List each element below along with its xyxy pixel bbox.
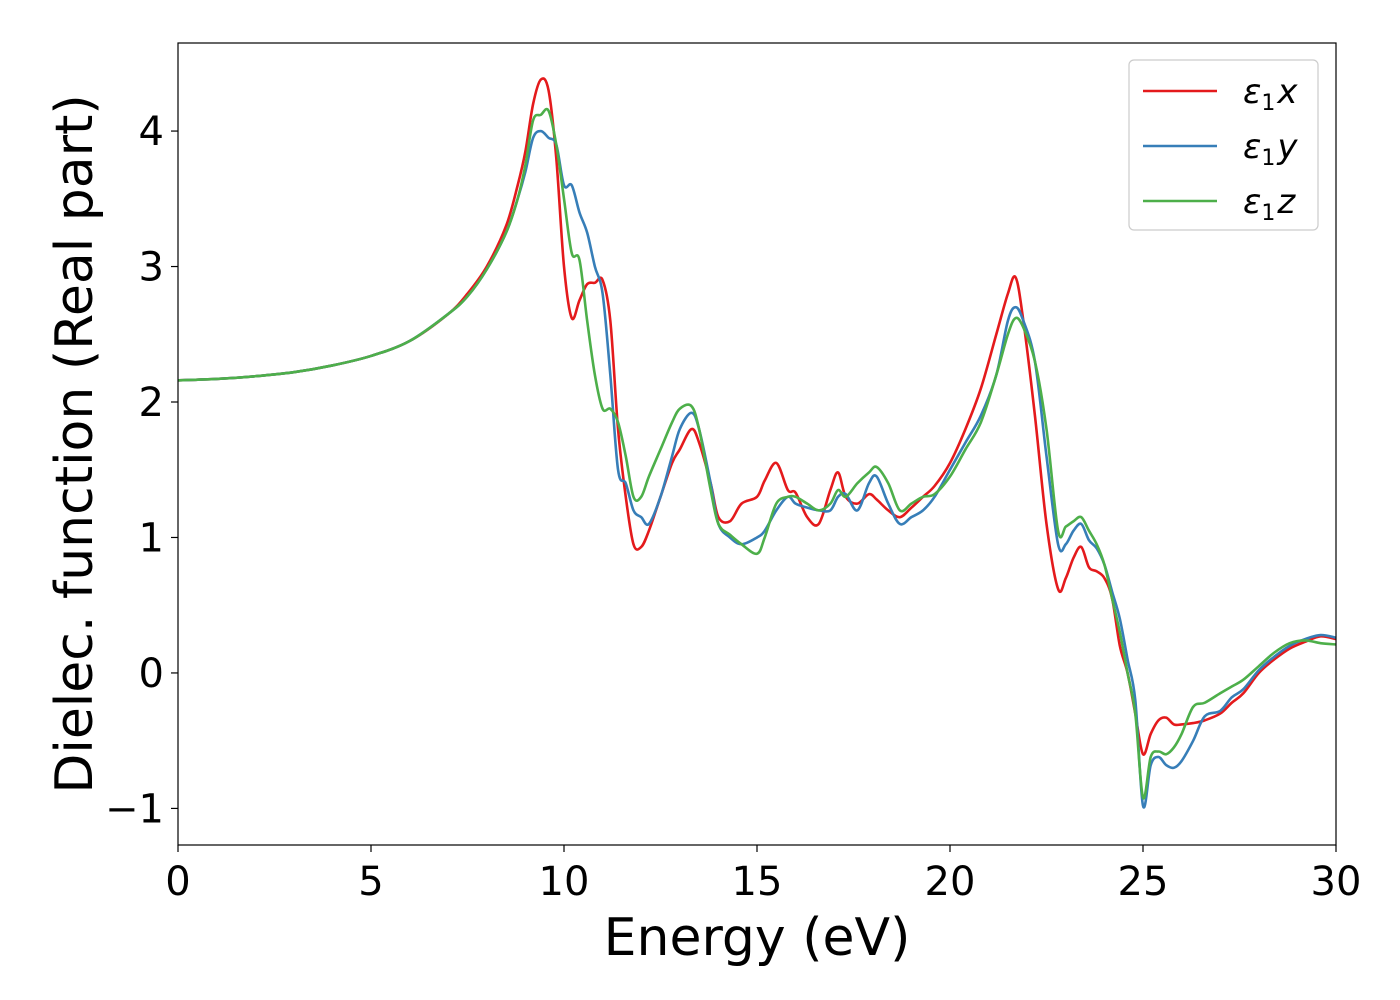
y-tick-label: 3	[139, 245, 164, 291]
y-tick-label: 0	[139, 651, 164, 697]
series-line-z	[177, 107, 1337, 800]
y-axis-label: Dielec. function (Real part)	[45, 94, 105, 793]
legend-label-z: ε1z	[1243, 182, 1296, 226]
x-tick-label: 10	[539, 859, 590, 905]
series-line-y	[177, 129, 1337, 809]
x-tick-label: 0	[165, 859, 190, 905]
y-tick-label: 1	[139, 515, 164, 561]
legend-box	[1128, 59, 1319, 231]
x-tick-label: 20	[925, 859, 976, 905]
legend: ε1x ε1y ε1z	[1128, 59, 1319, 231]
legend-label-y: ε1y	[1243, 127, 1298, 171]
x-tick-label: 25	[1118, 859, 1169, 905]
y-tick-label: 2	[139, 380, 164, 426]
x-tick-label: 30	[1311, 859, 1362, 905]
x-tick-label: 15	[732, 859, 783, 905]
plot-lines	[177, 77, 1337, 809]
y-tick-label: −1	[105, 786, 164, 832]
y-tick-label: 4	[139, 109, 164, 155]
x-axis-label: Energy (eV)	[604, 908, 911, 968]
x-axis: 0 5 10 15 20 25 30	[165, 845, 1361, 905]
x-tick-label: 5	[358, 859, 383, 905]
y-axis: −1 0 1 2 3 4	[105, 109, 178, 832]
legend-label-x: ε1x	[1243, 72, 1298, 116]
